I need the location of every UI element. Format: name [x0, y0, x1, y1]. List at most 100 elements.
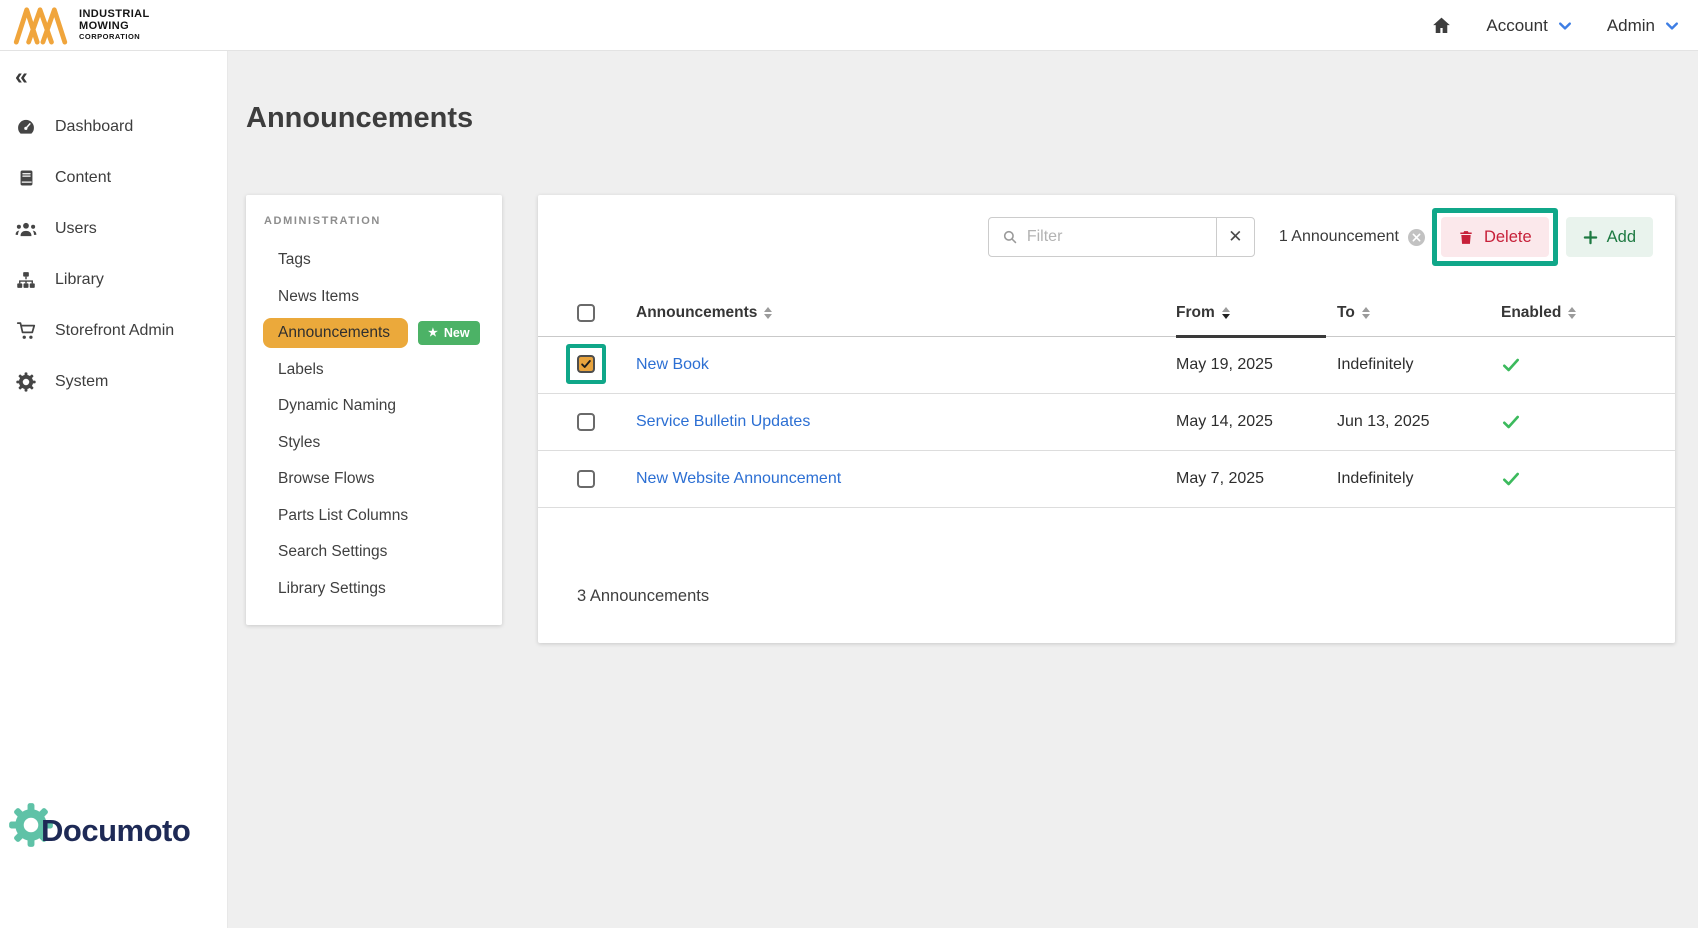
column-header-label: Announcements [636, 304, 758, 321]
enabled-check-icon [1503, 415, 1519, 429]
select-all-checkbox[interactable] [577, 304, 595, 322]
table-row: New Website Announcement May 7, 2025 Ind… [538, 451, 1675, 508]
sidebar-item-label: Dashboard [55, 117, 134, 135]
admin-menu-item-search-settings[interactable]: Search Settings [278, 543, 388, 561]
announcement-link[interactable]: New Website Announcement [636, 470, 842, 487]
announcement-link[interactable]: Service Bulletin Updates [636, 413, 811, 430]
sidebar-item-users[interactable]: Users [0, 203, 227, 254]
row-checkbox-cell [577, 413, 636, 431]
admin-menu-item-parts-list-columns[interactable]: Parts List Columns [278, 506, 409, 524]
from-date: May 19, 2025 [1176, 356, 1273, 373]
row-checkbox-cell [566, 344, 636, 384]
admin-menu-item-tags[interactable]: Tags [278, 251, 311, 269]
sort-icon[interactable] [764, 307, 773, 319]
enabled-check-icon [1503, 358, 1519, 372]
checkbox-highlight-annotation [566, 344, 606, 384]
table-row: Service Bulletin Updates May 14, 2025 Ju… [538, 394, 1675, 451]
sidebar-item-label: Content [55, 168, 112, 186]
sidebar-item-storefront-admin[interactable]: Storefront Admin [0, 305, 227, 356]
row-checkbox-checked[interactable] [577, 355, 595, 373]
announcements-toolbar: ✕ 1 Announcement Delete Add [538, 208, 1653, 266]
row-checkbox[interactable] [577, 413, 595, 431]
announcement-link[interactable]: New Book [636, 356, 709, 373]
brand-line3: CORPORATION [79, 31, 141, 41]
column-header-enabled[interactable]: Enabled [1501, 290, 1675, 336]
table-summary: 3 Announcements [577, 587, 710, 605]
sidebar-item-content[interactable]: Content [0, 152, 227, 203]
company-name: INDUSTRIAL MOWING CORPORATION [79, 8, 150, 41]
mountain-peaks-logo-icon [13, 7, 68, 45]
documoto-wordmark: Documoto [41, 813, 191, 848]
admin-menu-item-announcements-row: Announcements ★ New [246, 315, 502, 352]
page-title: Announcements [246, 102, 474, 134]
sidebar-item-label: Library [55, 270, 104, 288]
filter-input[interactable] [1026, 228, 1216, 246]
sort-icon-active-desc[interactable] [1221, 307, 1230, 319]
book-icon [15, 168, 37, 188]
column-header-label: From [1176, 304, 1215, 321]
administration-menu: ADMINISTRATION Tags News Items Announcem… [246, 195, 502, 625]
column-header-from[interactable]: From [1176, 290, 1337, 338]
company-logo[interactable]: INDUSTRIAL MOWING CORPORATION [12, 5, 150, 45]
trash-icon [1460, 230, 1472, 244]
add-button-label: Add [1606, 227, 1636, 246]
administration-heading: ADMINISTRATION [264, 215, 381, 227]
add-button[interactable]: Add [1565, 217, 1653, 257]
clear-filter-button[interactable]: ✕ [1217, 218, 1254, 256]
header-checkbox-cell [577, 290, 636, 336]
chevron-down-icon [1558, 21, 1571, 30]
from-date: May 14, 2025 [1176, 413, 1273, 430]
home-icon[interactable] [1431, 15, 1452, 36]
column-header-announcements[interactable]: Announcements [636, 290, 1176, 336]
announcements-table: Announcements From To Enabled [538, 290, 1675, 508]
cart-icon [15, 321, 37, 341]
top-navigation: Account Admin [1431, 0, 1680, 51]
row-checkbox-cell [577, 470, 636, 488]
column-header-label: Enabled [1501, 304, 1562, 321]
column-header-to[interactable]: To [1337, 290, 1501, 336]
to-date: Jun 13, 2025 [1337, 413, 1430, 430]
users-icon [15, 219, 37, 239]
plus-icon [1583, 230, 1597, 244]
new-feature-badge: ★ New [418, 321, 480, 346]
search-icon [989, 228, 1027, 246]
admin-menu-item-announcements-active[interactable]: Announcements [263, 318, 409, 349]
admin-menu-item-styles[interactable]: Styles [278, 433, 321, 451]
main-sidebar: « Dashboard Content Users Library Storef… [0, 51, 228, 928]
admin-menu-item-library-settings[interactable]: Library Settings [278, 579, 386, 597]
admin-menu-item-dynamic-naming[interactable]: Dynamic Naming [278, 397, 397, 415]
account-menu[interactable]: Account [1486, 16, 1572, 36]
announcements-panel: ✕ 1 Announcement Delete Add Announcemen [538, 195, 1675, 643]
sitemap-icon [15, 270, 37, 290]
gear-icon [9, 803, 53, 847]
admin-menu[interactable]: Admin [1607, 16, 1680, 36]
documoto-logo: Documoto [8, 802, 191, 849]
sort-icon[interactable] [1361, 307, 1370, 319]
selection-count-label: 1 Announcement [1278, 228, 1399, 245]
delete-highlight-annotation: Delete [1431, 208, 1558, 266]
star-icon: ★ [428, 326, 438, 339]
delete-button[interactable]: Delete [1440, 217, 1549, 257]
sort-icon[interactable] [1568, 307, 1577, 319]
sidebar-item-label: Storefront Admin [55, 321, 175, 339]
sidebar-collapse-button[interactable]: « [15, 62, 28, 89]
divider [1215, 218, 1217, 256]
table-header-row: Announcements From To Enabled [538, 290, 1675, 338]
delete-button-label: Delete [1483, 227, 1532, 246]
admin-menu-item-news-items[interactable]: News Items [278, 287, 359, 305]
sidebar-item-library[interactable]: Library [0, 254, 227, 305]
chevron-down-icon [1666, 21, 1678, 30]
sidebar-item-label: System [55, 372, 109, 390]
brand-line1: INDUSTRIAL [79, 8, 150, 21]
circle-x-icon[interactable] [1407, 228, 1425, 246]
row-checkbox[interactable] [577, 470, 595, 488]
admin-menu-item-labels[interactable]: Labels [278, 360, 324, 378]
admin-menu-item-browse-flows[interactable]: Browse Flows [278, 470, 375, 488]
sidebar-item-system[interactable]: System [0, 356, 227, 407]
enabled-check-icon [1503, 472, 1519, 486]
sidebar-item-dashboard[interactable]: Dashboard [0, 101, 227, 152]
from-date: May 7, 2025 [1176, 470, 1265, 487]
sidebar-item-label: Users [55, 219, 97, 237]
to-date: Indefinitely [1337, 356, 1414, 373]
filter-group: ✕ [987, 217, 1255, 257]
